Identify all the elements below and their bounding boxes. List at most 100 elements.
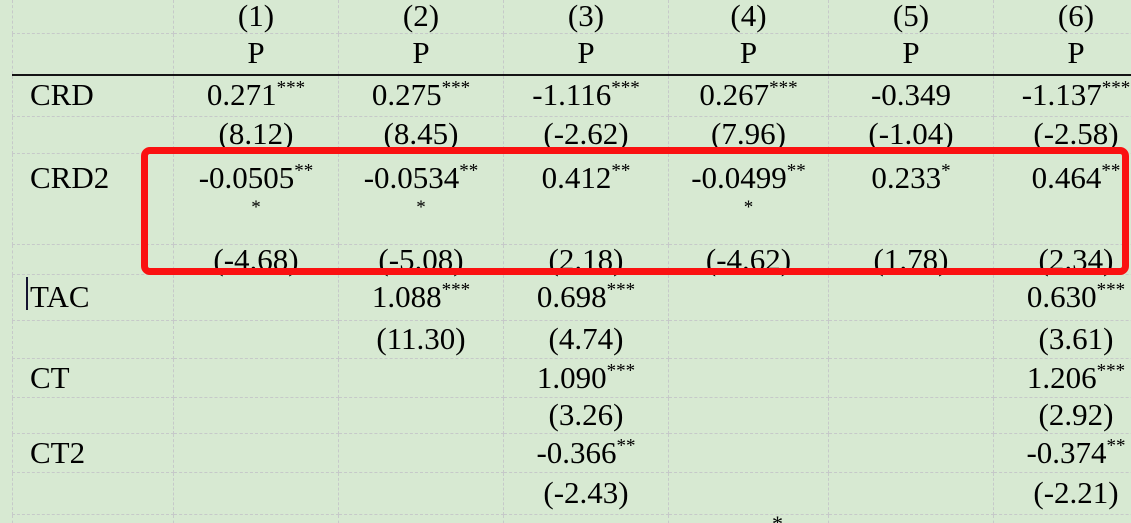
coef-cell[interactable] [668,273,829,321]
tstat-cell[interactable] [173,471,339,515]
tstat-cell[interactable]: (8.12) [173,115,339,154]
tstat-cell[interactable]: (-4.68) [173,243,339,275]
text-cursor-caret [26,277,28,310]
tstat-cell[interactable] [173,396,339,434]
coef-cell[interactable] [173,357,339,398]
wrapped-star: * [251,197,261,219]
significance-stars: *** [769,77,798,99]
coef-cell[interactable]: -1.137*** [993,74,1131,117]
corner-cell[interactable] [12,32,174,76]
col-header-5[interactable]: (5) [828,0,994,34]
coef-cell[interactable]: 0.275*** [338,74,504,117]
coef-cell[interactable] [173,432,339,473]
regression-results-table: (1) (2) (3) (4) (5) (6) P P P P P P CRD … [12,0,1131,523]
tstat-cell[interactable]: (2.92) [993,396,1131,434]
tstat-cell[interactable]: (-1.04) [828,115,994,154]
tstat-cell[interactable] [668,319,829,359]
coef-cell[interactable]: -0.374** [993,432,1131,473]
coef-cell[interactable]: 0.271*** [173,74,339,117]
depvar-header-3[interactable]: P [503,32,669,76]
tstat-cell[interactable]: (2.34) [993,243,1131,275]
coef-cell[interactable]: -0.0505** * [173,152,339,245]
tstat-cell[interactable] [668,471,829,515]
tstat-cell[interactable]: (1.78) [828,243,994,275]
tstat-cell[interactable]: (11.30) [338,319,504,359]
coef-cell[interactable]: 1.206*** [993,357,1131,398]
significance-stars: ** [611,160,631,182]
significance-stars: *** [276,77,306,99]
col-header-2[interactable]: (2) [338,0,504,34]
depvar-header-4[interactable]: P [668,32,829,76]
significance-stars: ** [616,435,636,457]
depvar-header-5[interactable]: P [828,32,994,76]
tstat-cell[interactable]: (3.26) [503,396,669,434]
significance-stars: *** [606,279,636,301]
tstat-cell[interactable]: (-5.08) [338,243,504,275]
coef-cell[interactable]: -0.349 [828,74,994,117]
significance-stars: *** [1096,360,1126,382]
wrapped-star: * [743,197,754,219]
coef-cell[interactable]: 0.412** [503,152,669,245]
coef-cell[interactable]: 0.233* [828,152,994,245]
tstat-row-crd2: (-4.68) (-5.08) (2.18) (-4.62) (1.78) (2… [12,243,1131,275]
col-header-1[interactable]: (1) [173,0,339,34]
coef-cell[interactable] [338,357,504,398]
coef-cell[interactable]: 1.090*** [503,357,669,398]
clipped-significance-star: * [772,511,783,523]
coef-cell[interactable] [668,432,829,473]
tstat-cell[interactable] [828,471,994,515]
tstat-cell[interactable] [828,396,994,434]
coef-cell[interactable] [668,357,829,398]
tstat-cell[interactable]: (-2.43) [503,471,669,515]
coef-cell[interactable] [828,357,994,398]
col-header-3[interactable]: (3) [503,0,669,34]
tstat-cell[interactable]: (-2.62) [503,115,669,154]
coef-cell[interactable]: 0.267*** [668,74,829,117]
partial-next-row [12,513,1131,523]
tstat-cell[interactable]: (7.96) [668,115,829,154]
coef-cell[interactable] [338,432,504,473]
row-label-tac[interactable]: TAC [12,273,174,321]
depvar-header-1[interactable]: P [173,32,339,76]
tstat-cell[interactable] [173,319,339,359]
tstat-cell[interactable] [668,396,829,434]
col-header-4[interactable]: (4) [668,0,829,34]
coef-cell[interactable]: 1.088*** [338,273,504,321]
coef-cell[interactable] [173,273,339,321]
coef-cell[interactable] [828,432,994,473]
row-label-crd2[interactable]: CRD2 [12,152,174,245]
coef-cell[interactable]: -0.0534** * [338,152,504,245]
tstat-cell[interactable]: (3.61) [993,319,1131,359]
significance-stars: *** [1101,77,1131,99]
coef-cell[interactable]: -0.366** [503,432,669,473]
tstat-cell[interactable]: (8.45) [338,115,504,154]
depvar-header-6[interactable]: P [993,32,1131,76]
tstat-cell[interactable]: (-4.62) [668,243,829,275]
coef-row-ct2: CT2 -0.366** -0.374** [12,432,1131,473]
tstat-row-ct2: (-2.43) (-2.21) [12,471,1131,515]
tstat-cell[interactable]: (4.74) [503,319,669,359]
coef-cell[interactable]: 0.698*** [503,273,669,321]
corner-cell[interactable] [12,0,174,34]
tstat-cell[interactable] [338,471,504,515]
coef-cell[interactable]: 0.464** [993,152,1131,245]
tstat-cell[interactable]: (-2.58) [993,115,1131,154]
model-number-header-row: (1) (2) (3) (4) (5) (6) [12,0,1131,34]
coef-cell[interactable]: -0.0499** * [668,152,829,245]
tstat-cell[interactable] [338,396,504,434]
col-header-6[interactable]: (6) [993,0,1131,34]
tstat-cell[interactable]: (2.18) [503,243,669,275]
depvar-header-2[interactable]: P [338,32,504,76]
coef-cell[interactable]: 0.630*** [993,273,1131,321]
coef-cell[interactable]: -1.116*** [503,74,669,117]
row-label-crd[interactable]: CRD [12,74,174,117]
tstat-row-ct: (3.26) (2.92) [12,396,1131,434]
coef-cell[interactable] [828,273,994,321]
row-label-ct[interactable]: CT [12,357,174,398]
significance-stars: *** [441,279,471,301]
significance-stars: * [941,160,951,182]
tstat-cell[interactable]: (-2.21) [993,471,1131,515]
wrapped-star: * [416,197,426,219]
row-label-ct2[interactable]: CT2 [12,432,174,473]
tstat-cell[interactable] [828,319,994,359]
